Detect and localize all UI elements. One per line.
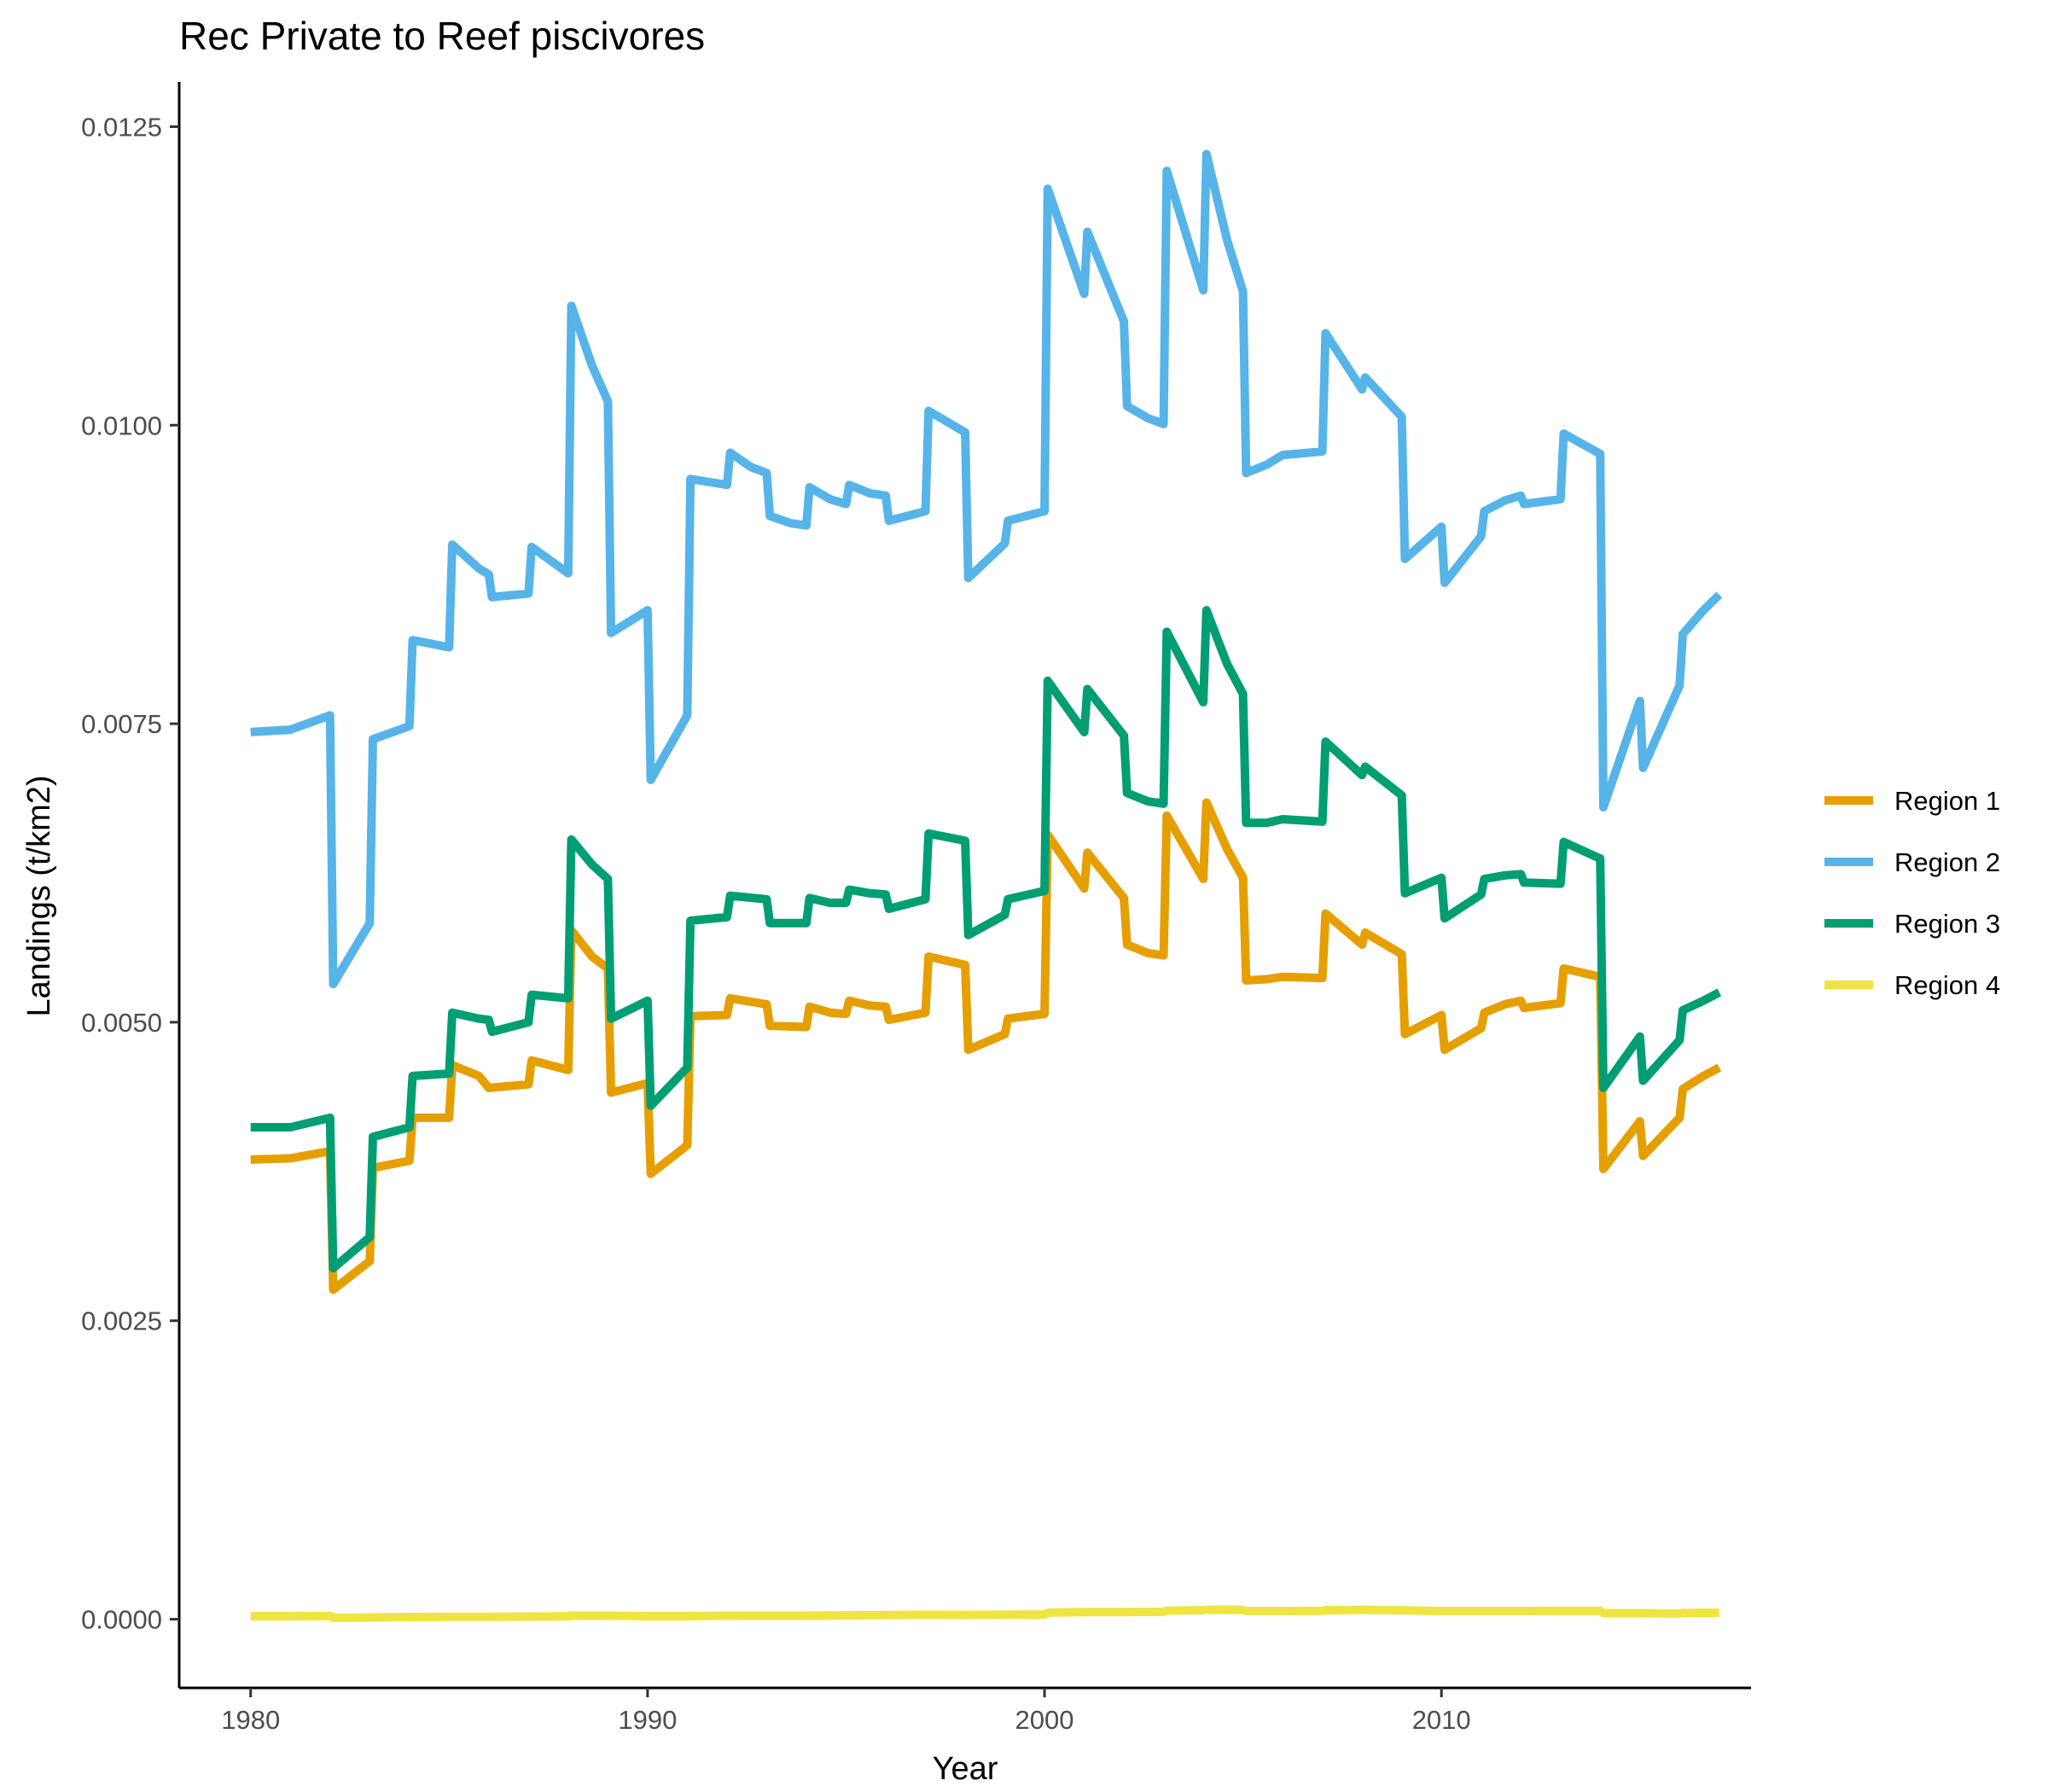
x-tick-label: 2010: [1412, 1705, 1471, 1735]
y-tick-label: 0.0100: [81, 410, 162, 440]
y-tick-label: 0.0000: [81, 1605, 162, 1635]
x-axis-title: Year: [933, 1751, 998, 1787]
legend-label-region-3: Region 3: [1894, 909, 2000, 939]
x-tick-label: 2000: [1015, 1705, 1074, 1735]
y-axis-title: Landings (t/km2): [21, 775, 57, 1016]
series-line-region-2: [250, 149, 1723, 989]
y-tick-label: 0.0125: [81, 112, 162, 142]
axes-layer: [177, 82, 1751, 1690]
series-line-region-3: [250, 606, 1722, 1273]
x-ticks: 1980 1990 2000 2010: [221, 1688, 1471, 1735]
legend: Region 1 Region 2 Region 3 Region 4: [1824, 786, 2000, 1000]
x-tick-label: 1980: [221, 1705, 280, 1735]
x-tick-label: 1990: [618, 1705, 677, 1735]
legend-label-region-1: Region 1: [1894, 786, 2000, 816]
series-line-region-4: [250, 1605, 1719, 1622]
y-tick-label: 0.0025: [81, 1306, 162, 1336]
series-line-region-1: [250, 798, 1722, 1295]
legend-label-region-2: Region 2: [1894, 847, 2000, 877]
series-layer: [250, 149, 1723, 1622]
y-ticks: 0.0000 0.0025 0.0050 0.0075 0.0100 0.0125: [81, 112, 179, 1635]
y-tick-label: 0.0075: [81, 709, 162, 739]
legend-label-region-4: Region 4: [1894, 970, 2000, 1000]
chart-title: Rec Private to Reef piscivores: [179, 14, 705, 58]
y-tick-label: 0.0050: [81, 1008, 162, 1038]
